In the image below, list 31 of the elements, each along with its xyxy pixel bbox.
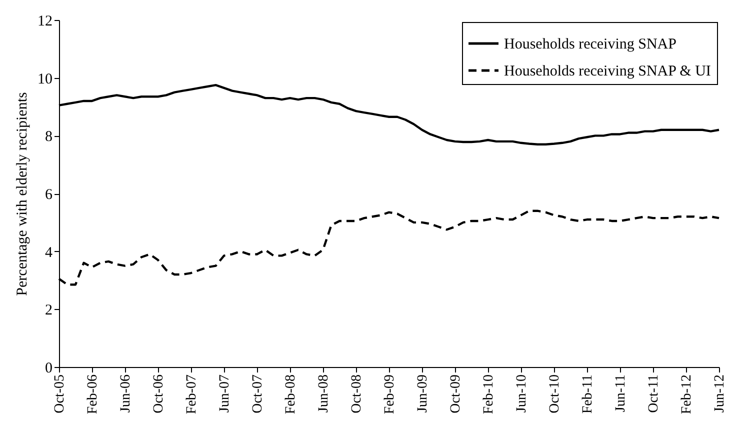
y-tick-label: 2 [45, 302, 52, 319]
x-tick-label: Oct-06 [152, 374, 166, 414]
legend-label: Households receiving SNAP & UI [504, 64, 711, 80]
x-tick-label: Feb-07 [184, 374, 200, 414]
y-tick-label: 6 [45, 187, 53, 203]
x-tick-label: Oct-05 [52, 374, 68, 414]
y-tick-label: 10 [38, 71, 52, 88]
x-tick-label: Jun-08 [316, 374, 332, 413]
x-tick-label: Oct-08 [350, 374, 364, 414]
y-tick-label: 0 [45, 360, 52, 376]
y-tick-label: 4 [45, 244, 53, 261]
x-tick-label: Feb-10 [482, 374, 496, 414]
x-tick-label: Oct-09 [448, 374, 464, 414]
x-tick-label: Feb-06 [86, 374, 100, 414]
y-tick-label: 12 [38, 14, 52, 30]
x-tick-label: Oct-11 [646, 374, 662, 413]
x-tick-label: Oct-07 [250, 374, 266, 414]
x-tick-label: Jun-06 [118, 374, 134, 413]
x-tick-label: Jun-07 [218, 374, 232, 413]
x-tick-label: Jun-10 [514, 374, 530, 413]
x-tick-label: Feb-09 [382, 374, 398, 414]
x-tick-label: Feb-11 [580, 374, 596, 414]
y-axis-title: Percentage with elderly recipients [14, 92, 30, 296]
x-tick-label: Oct-10 [548, 374, 562, 414]
x-tick-label: Jun-09 [416, 374, 430, 413]
x-tick-label: Jun-11 [614, 374, 628, 412]
x-tick-label: Jun-12 [712, 374, 728, 413]
x-tick-label: Feb-08 [284, 374, 298, 414]
x-tick-label: Feb-12 [680, 374, 694, 414]
y-tick-label: 8 [45, 129, 52, 146]
legend-label: Households receiving SNAP [504, 36, 676, 52]
